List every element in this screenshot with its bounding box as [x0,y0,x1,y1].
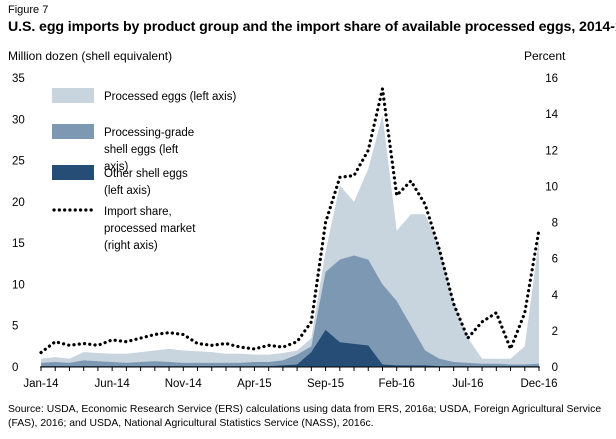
line-series-layer [39,87,541,355]
y-right-tick-label: 6 [552,254,558,266]
legend-label-2: Processing-grade shell eggs (left axis) [104,127,194,173]
y-axis-left-title: Million dozen (shell equivalent) [8,49,173,63]
y-axis-right-title: Percent [524,49,566,63]
legend-label-4: Import share, processed market (right axis… [104,206,196,252]
legend: Processed eggs (left axis) Processing-gra… [52,88,236,252]
legend-swatch-2 [52,124,94,139]
x-tick-label: Jul-16 [452,378,483,390]
y-left-tick-label: 35 [12,73,25,85]
area-series-layer [41,115,539,367]
x-tick-label: Feb-16 [378,378,414,390]
legend-label-1: Processed eggs (left axis) [104,91,236,103]
figure-label: Figure 7 [8,4,49,16]
y-right-tick-label: 12 [545,145,558,157]
x-tick-label: Apr-15 [237,378,272,390]
y-right-tick-label: 14 [545,109,558,121]
area-series-2 [41,255,539,367]
x-tick-label: Jan-14 [23,378,59,390]
y-right-tick-label: 4 [552,290,559,302]
chart-canvas: 0 5 10 15 20 25 30 35 0 2 4 6 8 10 12 14 16 Jan-14 Jun-14 N… [12,73,559,390]
y-right-tick-label: 0 [552,362,558,374]
y-right-tick-label: 10 [545,181,558,193]
y-left-tick-label: 30 [12,114,25,126]
y-right-tick-label: 8 [552,218,558,230]
line-series-import-share [39,87,541,355]
legend-label-3: Other shell eggs (left axis) [104,168,188,197]
legend-swatch-1 [52,88,94,103]
x-tick-label: Nov-14 [165,378,203,390]
y-left-tick-label: 0 [12,362,18,374]
y-left-tick-label: 10 [12,279,25,291]
axes-layer: 0 5 10 15 20 25 30 35 0 2 4 6 8 10 12 14 16 Jan-14 Jun-14 N… [12,73,559,390]
area-series-1 [41,115,539,367]
y-right-tick-label: 2 [552,326,558,338]
y-left-tick-label: 20 [12,197,25,209]
y-left-tick-label: 5 [12,321,18,333]
source-note: Source: USDA, Economic Research Service … [8,404,602,429]
x-tick-label: Jun-14 [95,378,131,390]
chart-title: U.S. egg imports by product group and th… [8,19,616,35]
y-left-tick-label: 25 [12,156,25,168]
x-tick-label: Sep-15 [307,378,344,390]
legend-swatch-3 [52,165,94,180]
y-left-tick-label: 15 [12,238,25,250]
x-tick-label: Dec-16 [520,378,557,390]
y-right-tick-label: 16 [545,73,558,85]
